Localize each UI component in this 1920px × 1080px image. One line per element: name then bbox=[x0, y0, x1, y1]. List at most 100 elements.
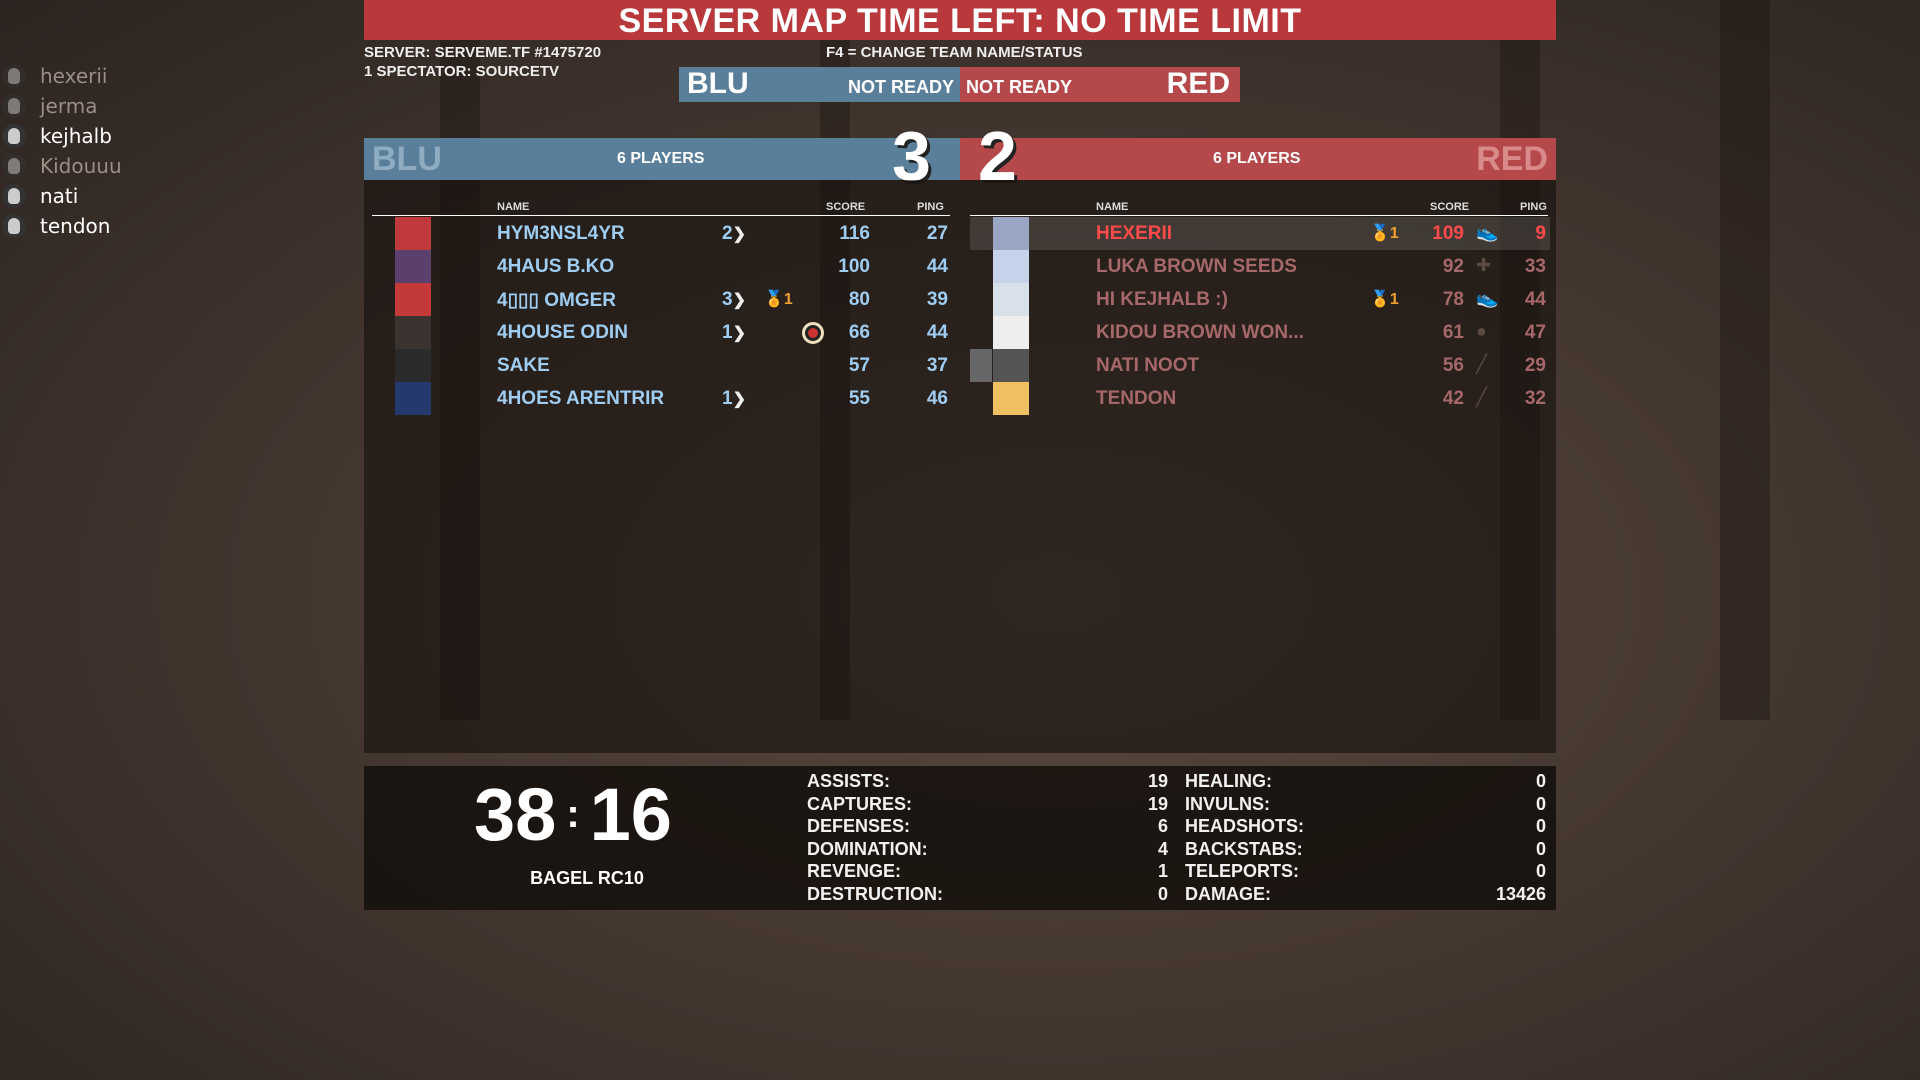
col-score: SCORE bbox=[826, 201, 866, 213]
player-score: 100 bbox=[838, 256, 870, 277]
medal-icon: 🏅1 bbox=[1370, 291, 1399, 308]
stat-label: DESTRUCTION: bbox=[807, 883, 943, 904]
domination-arrow-icon: ❯ bbox=[732, 325, 746, 342]
red-team-name: RED bbox=[1476, 140, 1548, 178]
domination-arrow-icon: ❯ bbox=[732, 226, 746, 243]
spectator-name: hexerii bbox=[40, 64, 108, 88]
stat-label: DOMINATION: bbox=[807, 838, 928, 859]
target-icon bbox=[802, 322, 824, 344]
player-name: HYM3NSL4YR bbox=[497, 223, 625, 244]
spectator-info: 1 SPECTATOR: SOURCETV bbox=[364, 63, 560, 80]
stat-label: HEALING: bbox=[1185, 771, 1272, 791]
player-ping: 39 bbox=[926, 289, 948, 310]
timer-seconds: 16 bbox=[589, 773, 672, 856]
player-name: KIDOU BROWN WON... bbox=[1096, 322, 1304, 343]
stat-value: 6 bbox=[1157, 816, 1168, 836]
table-row[interactable]: SAKE 57 37 bbox=[372, 349, 950, 382]
avatar bbox=[395, 316, 431, 349]
player-name: TENDON bbox=[1096, 388, 1177, 409]
player-score: 116 bbox=[839, 223, 870, 244]
match-timer: 38 : 16 bbox=[474, 772, 672, 857]
stat-value: 0 bbox=[1535, 838, 1546, 859]
col-score: SCORE bbox=[1430, 201, 1470, 213]
player-score: 42 bbox=[1442, 388, 1464, 409]
user-icon bbox=[2, 124, 26, 148]
table-row[interactable]: NATI NOOT 56 ╱ 29 bbox=[970, 349, 1550, 382]
spectator-name: Kidouuu bbox=[40, 154, 122, 178]
player-name: 4HOES ARENTRIR bbox=[497, 388, 665, 409]
player-score: 78 bbox=[1442, 289, 1464, 310]
player-ping: 46 bbox=[926, 388, 948, 409]
spectator-name: tendon bbox=[40, 214, 111, 238]
medal-icon: 🏅1 bbox=[1370, 225, 1399, 242]
red-player-table: NAME SCORE PING HEXERII 🏅1 109 👟 9 LUKA BROWN… bbox=[970, 180, 1550, 420]
scout-icon: 👟 bbox=[1476, 222, 1499, 242]
stat-value: 13426 bbox=[1495, 883, 1546, 904]
domination-count: 3❯ bbox=[722, 289, 746, 310]
domination-count: 1❯ bbox=[722, 388, 746, 409]
spectator-name: jerma bbox=[40, 94, 98, 118]
col-name: NAME bbox=[497, 201, 530, 213]
stat-label: DAMAGE: bbox=[1185, 883, 1271, 904]
player-ping: 33 bbox=[1524, 256, 1546, 277]
table-row[interactable]: KIDOU BROWN WON... 61 ● 47 bbox=[970, 316, 1550, 349]
table-row[interactable]: 4▯▯▯ OMGER 3❯ 🏅1 80 39 bbox=[372, 283, 950, 316]
player-name: LUKA BROWN SEEDS bbox=[1096, 256, 1297, 277]
avatar bbox=[395, 250, 431, 283]
scout-icon: 👟 bbox=[1476, 288, 1499, 308]
stat-value: 1 bbox=[1157, 861, 1168, 881]
player-ping: 9 bbox=[1535, 223, 1546, 244]
table-row[interactable]: 4HOUSE ODIN 1❯ 66 44 bbox=[372, 316, 950, 349]
stat-label: CAPTURES: bbox=[807, 793, 913, 814]
player-score: 109 bbox=[1432, 223, 1464, 244]
player-ping: 47 bbox=[1524, 322, 1546, 343]
red-team-bar: 6 PLAYERS RED bbox=[960, 138, 1556, 180]
spectator-item: jerma bbox=[0, 91, 97, 121]
player-ping: 44 bbox=[926, 322, 948, 343]
player-score: 61 bbox=[1442, 322, 1464, 343]
blu-ready-status: NOT READY bbox=[847, 77, 954, 97]
blu-team-bar: BLU 6 PLAYERS bbox=[364, 138, 960, 180]
player-stats-panel: 38 : 16 BAGEL RC10 ASSISTS: 19 CAPTURES: 19… bbox=[364, 766, 1556, 910]
table-row[interactable]: HYM3NSL4YR 2❯ 116 27 bbox=[372, 217, 950, 250]
domination-count: 2❯ bbox=[722, 223, 746, 244]
player-score: 57 bbox=[848, 355, 870, 376]
stat-value: 0 bbox=[1157, 883, 1168, 904]
player-name: HEXERII bbox=[1096, 223, 1173, 244]
stat-label: HEADSHOTS: bbox=[1185, 816, 1305, 836]
stat-value: 0 bbox=[1535, 771, 1546, 791]
player-ping: 37 bbox=[926, 355, 948, 376]
table-row[interactable]: LUKA BROWN SEEDS 92 ✚ 33 bbox=[970, 250, 1550, 283]
avatar bbox=[395, 283, 431, 316]
user-icon bbox=[2, 64, 26, 88]
table-row[interactable]: HI KEJHALB :) 🏅1 78 👟 44 bbox=[970, 283, 1550, 316]
blu-team-name: BLU bbox=[372, 140, 442, 178]
domination-count: 1❯ bbox=[722, 322, 746, 343]
player-name: NATI NOOT bbox=[1096, 355, 1200, 376]
timer-minutes: 38 bbox=[474, 773, 557, 856]
red-player-count: 6 PLAYERS bbox=[1213, 150, 1301, 167]
user-icon bbox=[2, 184, 26, 208]
map-name: BAGEL RC10 bbox=[530, 868, 644, 888]
player-name: 4HAUS B.KO bbox=[497, 256, 615, 277]
col-ping: PING bbox=[917, 201, 944, 213]
player-name: 4HOUSE ODIN bbox=[497, 322, 628, 343]
user-icon bbox=[970, 349, 992, 382]
table-row[interactable]: TENDON 42 ╱ 32 bbox=[970, 382, 1550, 415]
user-icon bbox=[2, 214, 26, 238]
domination-arrow-icon: ❯ bbox=[732, 391, 746, 408]
table-row[interactable]: HEXERII 🏅1 109 👟 9 bbox=[970, 217, 1550, 250]
user-icon bbox=[2, 154, 26, 178]
stat-label: ASSISTS: bbox=[807, 771, 891, 791]
stat-label: DEFENSES: bbox=[807, 816, 911, 836]
avatar bbox=[993, 283, 1029, 316]
player-score: 55 bbox=[848, 388, 870, 409]
table-row[interactable]: 4HOES ARENTRIR 1❯ 55 46 bbox=[372, 382, 950, 415]
spectator-item: hexerii bbox=[0, 61, 108, 91]
table-row[interactable]: 4HAUS B.KO 100 44 bbox=[372, 250, 950, 283]
stat-value: 0 bbox=[1535, 861, 1546, 881]
stat-value: 0 bbox=[1535, 816, 1546, 836]
user-icon bbox=[2, 94, 26, 118]
red-ready-status: NOT READY bbox=[966, 77, 1073, 97]
player-name: SAKE bbox=[497, 355, 550, 376]
